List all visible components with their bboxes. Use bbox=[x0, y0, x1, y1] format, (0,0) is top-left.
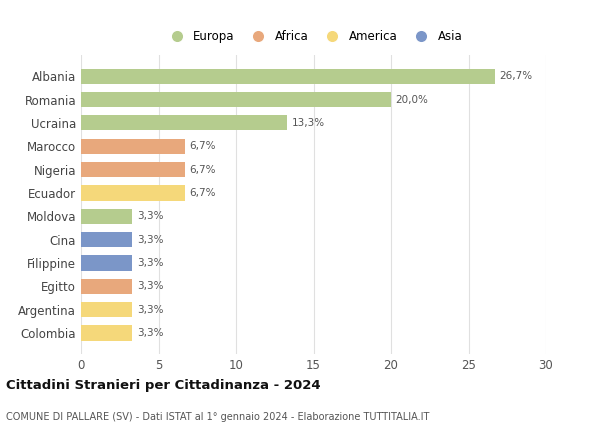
Text: Cittadini Stranieri per Cittadinanza - 2024: Cittadini Stranieri per Cittadinanza - 2… bbox=[6, 379, 320, 392]
Text: 6,7%: 6,7% bbox=[190, 188, 216, 198]
Text: 6,7%: 6,7% bbox=[190, 141, 216, 151]
Text: 3,3%: 3,3% bbox=[137, 281, 163, 291]
Bar bbox=[81, 185, 185, 201]
Bar bbox=[81, 209, 132, 224]
Legend: Europa, Africa, America, Asia: Europa, Africa, America, Asia bbox=[160, 25, 467, 48]
Text: 20,0%: 20,0% bbox=[395, 95, 428, 105]
Bar bbox=[81, 139, 185, 154]
Text: 3,3%: 3,3% bbox=[137, 304, 163, 315]
Text: COMUNE DI PALLARE (SV) - Dati ISTAT al 1° gennaio 2024 - Elaborazione TUTTITALIA: COMUNE DI PALLARE (SV) - Dati ISTAT al 1… bbox=[6, 412, 430, 422]
Text: 6,7%: 6,7% bbox=[190, 165, 216, 175]
Bar bbox=[81, 69, 495, 84]
Bar bbox=[81, 115, 287, 131]
Text: 26,7%: 26,7% bbox=[499, 71, 533, 81]
Text: 3,3%: 3,3% bbox=[137, 211, 163, 221]
Bar bbox=[81, 279, 132, 294]
Bar bbox=[81, 255, 132, 271]
Bar bbox=[81, 326, 132, 341]
Bar bbox=[81, 302, 132, 317]
Bar bbox=[81, 162, 185, 177]
Text: 3,3%: 3,3% bbox=[137, 328, 163, 338]
Text: 3,3%: 3,3% bbox=[137, 235, 163, 245]
Bar bbox=[81, 232, 132, 247]
Bar bbox=[81, 92, 391, 107]
Text: 13,3%: 13,3% bbox=[292, 118, 325, 128]
Text: 3,3%: 3,3% bbox=[137, 258, 163, 268]
